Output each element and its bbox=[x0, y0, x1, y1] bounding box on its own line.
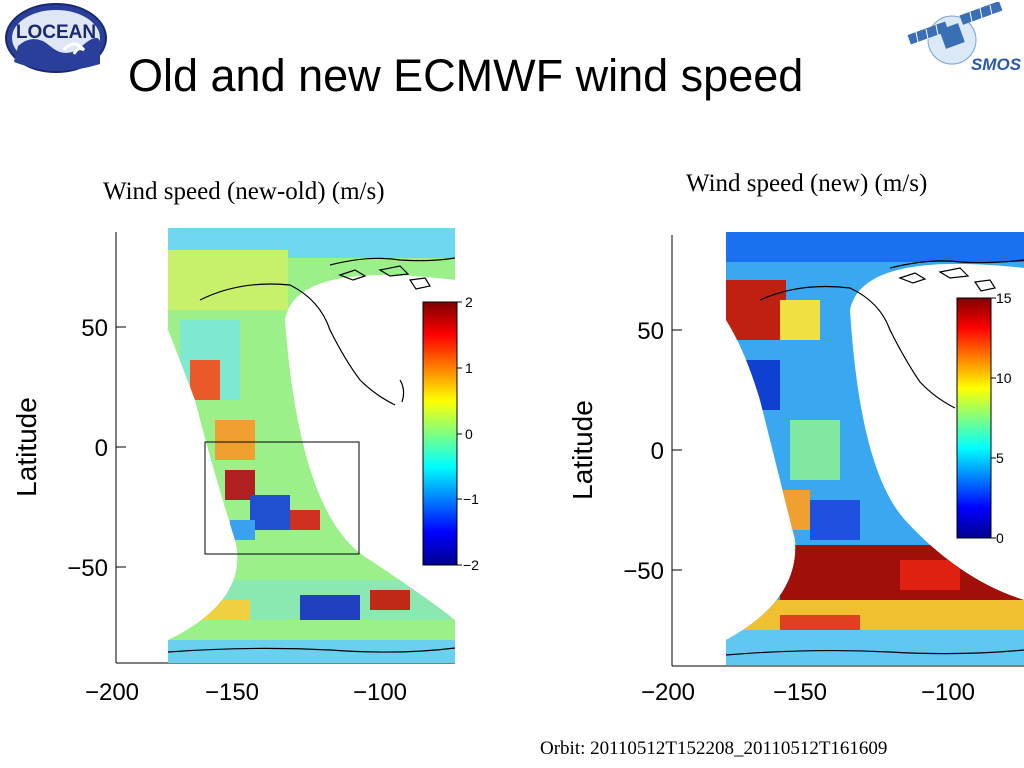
swath-new bbox=[726, 232, 1024, 665]
panel-title-difference: Wind speed (new-old) (m/s) bbox=[103, 178, 385, 205]
ylabel-left: Latitude bbox=[11, 397, 42, 497]
xtick-left-minus200: −200 bbox=[85, 679, 139, 706]
colorbar-difference bbox=[422, 301, 458, 566]
axes-new bbox=[671, 235, 1024, 667]
cbar-right-0: 0 bbox=[996, 530, 1004, 546]
cbar-right-15: 15 bbox=[996, 290, 1012, 306]
ytick-right-0: 0 bbox=[651, 438, 664, 465]
orbit-footer: Orbit: 20110512T152208_20110512T161609 bbox=[540, 738, 888, 759]
coastline-new bbox=[725, 259, 1024, 656]
ytick-right-minus50: −50 bbox=[623, 558, 664, 585]
cbar-left-0: 0 bbox=[465, 426, 473, 442]
panel-title-new: Wind speed (new) (m/s) bbox=[686, 170, 928, 197]
cbar-left-minus1: −1 bbox=[463, 491, 479, 507]
ylabel-right: Latitude bbox=[567, 400, 598, 500]
smos-logo-text: SMOS bbox=[971, 55, 1022, 74]
ytick-right-50: 50 bbox=[637, 318, 664, 345]
cbar-left-1: 1 bbox=[465, 360, 473, 376]
swath-difference bbox=[168, 228, 455, 663]
colorbar-new bbox=[956, 297, 992, 539]
ytick-left-0: 0 bbox=[95, 435, 108, 462]
xtick-right-minus100: −100 bbox=[921, 679, 975, 706]
smos-logo: SMOS bbox=[907, 2, 1022, 74]
cbar-right-5: 5 bbox=[996, 450, 1004, 466]
locean-logo-text: LOCEAN bbox=[16, 22, 96, 43]
coastline-difference bbox=[167, 257, 456, 653]
ytick-left-50: 50 bbox=[81, 315, 108, 342]
axes-difference bbox=[115, 232, 455, 664]
locean-logo: LOCEAN bbox=[5, 3, 107, 73]
cbar-left-minus2: −2 bbox=[463, 557, 479, 573]
region-box bbox=[204, 441, 360, 555]
xtick-right-minus150: −150 bbox=[773, 679, 827, 706]
xtick-right-minus200: −200 bbox=[641, 679, 695, 706]
cbar-right-10: 10 bbox=[996, 370, 1012, 386]
xtick-left-minus100: −100 bbox=[353, 679, 407, 706]
ytick-left-minus50: −50 bbox=[67, 555, 108, 582]
cbar-left-2: 2 bbox=[465, 294, 473, 310]
slide-title: Old and new ECMWF wind speed bbox=[128, 50, 804, 101]
xtick-left-minus150: −150 bbox=[205, 679, 259, 706]
